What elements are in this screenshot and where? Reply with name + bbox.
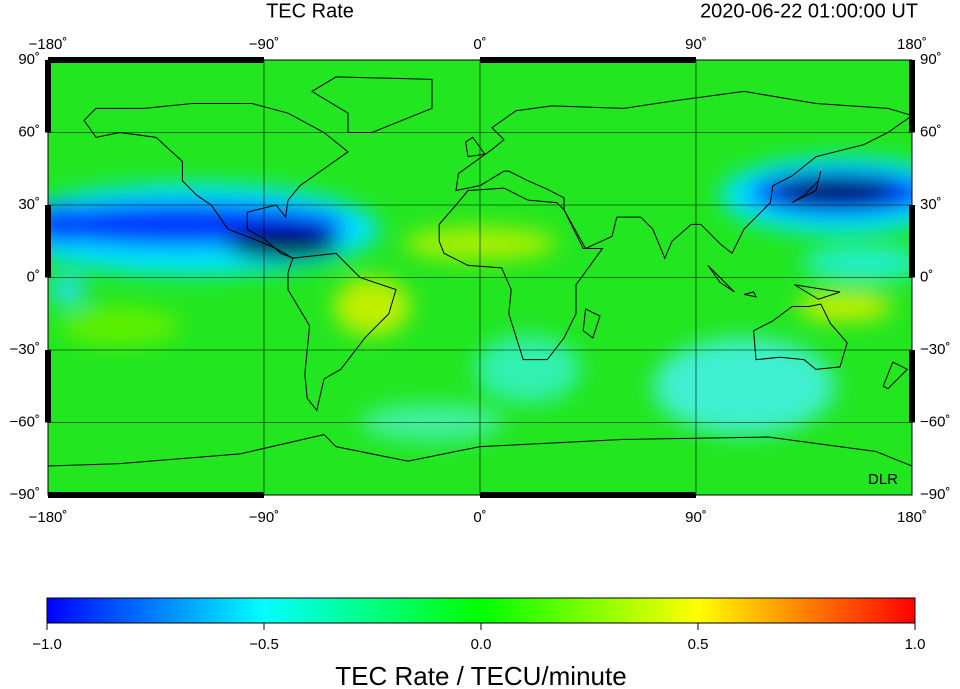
coastline [455,90,912,260]
y-tick-label: −30˚ [10,341,40,358]
tec-blob [801,246,912,280]
frame-bar [480,57,696,63]
frame-bar [48,57,264,63]
coastline [48,434,912,467]
y-tick-label: 90˚ [18,51,40,68]
timestamp: 2020-06-22 01:00:00 UT [700,0,918,22]
x-tick-label: −90˚ [249,36,279,53]
y-tick-label: 0˚ [920,268,933,285]
x-tick-label: 180˚ [897,509,927,526]
y-tick-label: −90˚ [10,486,40,503]
tec-blob [48,275,87,305]
tec-blob [60,306,180,346]
coastline [791,171,822,204]
frame-bars [45,57,915,498]
colorbar-label: TEC Rate / TECU/minute [335,661,626,689]
coastline [465,136,486,158]
map-title: TEC Rate [266,0,354,22]
tec-blob [225,229,341,259]
x-tick-label: −90˚ [249,509,279,526]
y-tick-label: −60˚ [920,413,950,430]
tec-blob [333,277,411,336]
y-tick-label: −60˚ [10,413,40,430]
frame-bar [45,205,51,278]
frame-bar [48,492,264,498]
x-tick-label: −180˚ [29,509,68,526]
watermark: DLR [868,471,898,488]
coastline [287,252,397,412]
frame-bar [45,60,51,133]
x-tick-label: 90˚ [685,36,707,53]
frame-bar [45,350,51,423]
y-tick-label: −30˚ [920,341,950,358]
frame-bar [909,350,915,423]
frame-bar [909,205,915,278]
colorbar-tick-label: 0.0 [471,636,492,653]
tec-blob [48,204,84,244]
coastline [311,76,433,133]
coastline [743,291,757,298]
tec-blob [772,178,898,203]
y-tick-label: 60˚ [18,123,40,140]
coastline [83,103,349,259]
x-tick-label: 0˚ [473,509,486,526]
x-tick-label: 180˚ [897,36,927,53]
y-tick-label: 0˚ [27,268,40,285]
tec-blob [475,335,581,404]
coastlines [48,76,912,467]
y-tick-label: 30˚ [18,196,40,213]
colorbar-tick-label: 1.0 [905,636,926,653]
x-tick-label: −180˚ [29,36,68,53]
frame-bar [909,60,915,133]
y-tick-label: 90˚ [920,51,942,68]
colorbar-tick-label: 0.5 [688,636,709,653]
tec-blob [652,337,836,435]
colorbar-tick-label: −1.0 [32,636,62,653]
coastline [753,303,848,370]
coastline [707,265,735,293]
coastline [794,284,841,300]
coastline [582,308,601,339]
colorbar-tick-label: −0.5 [249,636,279,653]
x-tick-label: 0˚ [473,36,486,53]
y-tick-label: −90˚ [920,486,950,503]
y-tick-label: 30˚ [920,196,942,213]
coastline [882,361,909,390]
colorbar [46,597,916,624]
frame-bar [480,492,696,498]
x-tick-label: 90˚ [685,509,707,526]
y-tick-label: 60˚ [920,123,942,140]
tec-blob [796,291,893,322]
